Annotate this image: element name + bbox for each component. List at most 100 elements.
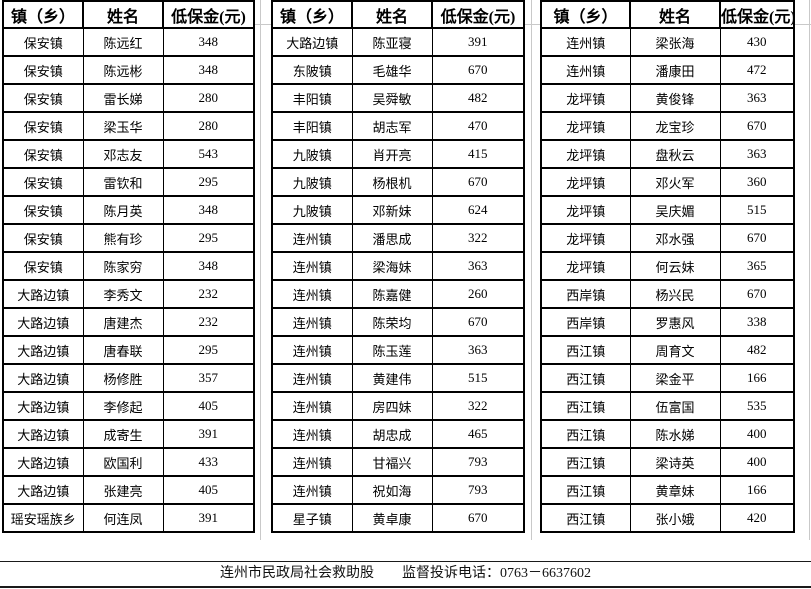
cell-town: 保安镇 (2, 167, 84, 197)
table-row: 龙坪镇 龙宝珍 670 (540, 111, 795, 141)
table-row: 连州镇 黄建伟 515 (271, 363, 525, 393)
cell-amount: 670 (431, 167, 525, 197)
cell-amount: 365 (719, 251, 795, 281)
cell-amount: 232 (162, 307, 255, 337)
table-row: 九陂镇 邓新妹 624 (271, 195, 525, 225)
cell-name: 甘福兴 (351, 447, 433, 477)
cell-name: 唐春联 (82, 335, 164, 365)
cell-name: 吴舜敏 (351, 83, 433, 113)
cell-name: 何连凤 (82, 503, 164, 533)
cell-name: 吴庆媚 (629, 195, 721, 225)
column-header-name: 姓名 (629, 0, 721, 29)
cell-town: 大路边镇 (2, 335, 84, 365)
benefit-table-middle: 镇（乡） 姓名 低保金(元) 大路边镇 陈亚寝 391 东陂镇 毛雄华 670 丰阳镇 吴舜敏… (271, 0, 525, 533)
cell-name: 梁海妹 (351, 251, 433, 281)
cell-name: 张建亮 (82, 475, 164, 505)
cell-town: 保安镇 (2, 83, 84, 113)
cell-amount: 430 (719, 27, 795, 57)
table-row: 龙坪镇 盘秋云 363 (540, 139, 795, 169)
cell-amount: 338 (719, 307, 795, 337)
cell-name: 邓火军 (629, 167, 721, 197)
gridline-vertical (260, 0, 261, 540)
cell-amount: 166 (719, 363, 795, 393)
table-row: 星子镇 黄卓康 670 (271, 503, 525, 533)
cell-amount: 280 (162, 111, 255, 141)
cell-name: 胡忠成 (351, 419, 433, 449)
table-row: 大路边镇 陈亚寝 391 (271, 27, 525, 57)
cell-amount: 415 (431, 139, 525, 169)
cell-amount: 348 (162, 251, 255, 281)
cell-amount: 793 (431, 447, 525, 477)
table-row: 保安镇 陈月英 348 (2, 195, 255, 225)
cell-amount: 232 (162, 279, 255, 309)
table-row: 连州镇 梁张海 430 (540, 27, 795, 57)
cell-amount: 295 (162, 223, 255, 253)
cell-name: 李秀文 (82, 279, 164, 309)
cell-town: 大路边镇 (2, 307, 84, 337)
cell-name: 梁张海 (629, 27, 721, 57)
cell-amount: 670 (719, 111, 795, 141)
cell-name: 周育文 (629, 335, 721, 365)
header-row: 镇（乡） 姓名 低保金(元) (540, 0, 795, 29)
table-row: 大路边镇 李修起 405 (2, 391, 255, 421)
footer: 连州市民政局社会救助股 监督投诉电话：0763－6637602 (0, 562, 811, 586)
table-row: 大路边镇 李秀文 232 (2, 279, 255, 309)
cell-name: 陈月英 (82, 195, 164, 225)
cell-amount: 482 (431, 83, 525, 113)
table-row: 西江镇 伍富国 535 (540, 391, 795, 421)
cell-town: 连州镇 (271, 251, 353, 281)
cell-name: 杨根机 (351, 167, 433, 197)
cell-town: 龙坪镇 (540, 111, 631, 141)
table-row: 大路边镇 杨修胜 357 (2, 363, 255, 393)
cell-town: 连州镇 (540, 27, 631, 57)
column-header-town: 镇（乡） (540, 0, 631, 29)
cell-town: 丰阳镇 (271, 83, 353, 113)
cell-name: 李修起 (82, 391, 164, 421)
cell-name: 熊有珍 (82, 223, 164, 253)
cell-amount: 400 (719, 419, 795, 449)
cell-town: 龙坪镇 (540, 223, 631, 253)
cell-amount: 670 (431, 503, 525, 533)
benefit-table-left: 镇（乡） 姓名 低保金(元) 保安镇 陈远红 348 保安镇 陈远彬 348 保安镇 雷长娣 2… (2, 0, 255, 533)
cell-amount: 363 (719, 83, 795, 113)
cell-town: 西江镇 (540, 391, 631, 421)
cell-town: 大路边镇 (2, 419, 84, 449)
cell-town: 西江镇 (540, 503, 631, 533)
cell-amount: 360 (719, 167, 795, 197)
cell-amount: 363 (431, 335, 525, 365)
column-header-name: 姓名 (82, 0, 164, 29)
cell-amount: 166 (719, 475, 795, 505)
cell-name: 唐建杰 (82, 307, 164, 337)
cell-name: 黄俊锋 (629, 83, 721, 113)
table-row: 龙坪镇 邓火军 360 (540, 167, 795, 197)
cell-name: 邓志友 (82, 139, 164, 169)
cell-name: 雷长娣 (82, 83, 164, 113)
cell-town: 龙坪镇 (540, 251, 631, 281)
cell-name: 毛雄华 (351, 55, 433, 85)
cell-name: 陈家穷 (82, 251, 164, 281)
cell-name: 雷钦和 (82, 167, 164, 197)
footer-hotline: 监督投诉电话：0763－6637602 (402, 566, 591, 581)
column-header-name: 姓名 (351, 0, 433, 29)
cell-amount: 391 (162, 503, 255, 533)
cell-amount: 391 (162, 419, 255, 449)
cell-name: 黄建伟 (351, 363, 433, 393)
table-row: 丰阳镇 吴舜敏 482 (271, 83, 525, 113)
cell-town: 连州镇 (271, 307, 353, 337)
table-row: 大路边镇 唐春联 295 (2, 335, 255, 365)
table-row: 龙坪镇 何云妹 365 (540, 251, 795, 281)
table-row: 瑶安瑶族乡 何连凤 391 (2, 503, 255, 533)
footer-department: 连州市民政局社会救助股 (220, 566, 374, 581)
cell-town: 连州镇 (271, 223, 353, 253)
cell-town: 连州镇 (540, 55, 631, 85)
table-row: 西江镇 陈水娣 400 (540, 419, 795, 449)
cell-name: 梁金平 (629, 363, 721, 393)
cell-amount: 363 (719, 139, 795, 169)
benefit-table-right: 镇（乡） 姓名 低保金(元) 连州镇 梁张海 430 连州镇 潘康田 472 龙坪镇 黄俊锋 3… (540, 0, 795, 533)
cell-town: 大路边镇 (2, 475, 84, 505)
cell-name: 潘思成 (351, 223, 433, 253)
cell-name: 梁诗英 (629, 447, 721, 477)
cell-amount: 670 (431, 307, 525, 337)
cell-name: 盘秋云 (629, 139, 721, 169)
cell-name: 黄卓康 (351, 503, 433, 533)
